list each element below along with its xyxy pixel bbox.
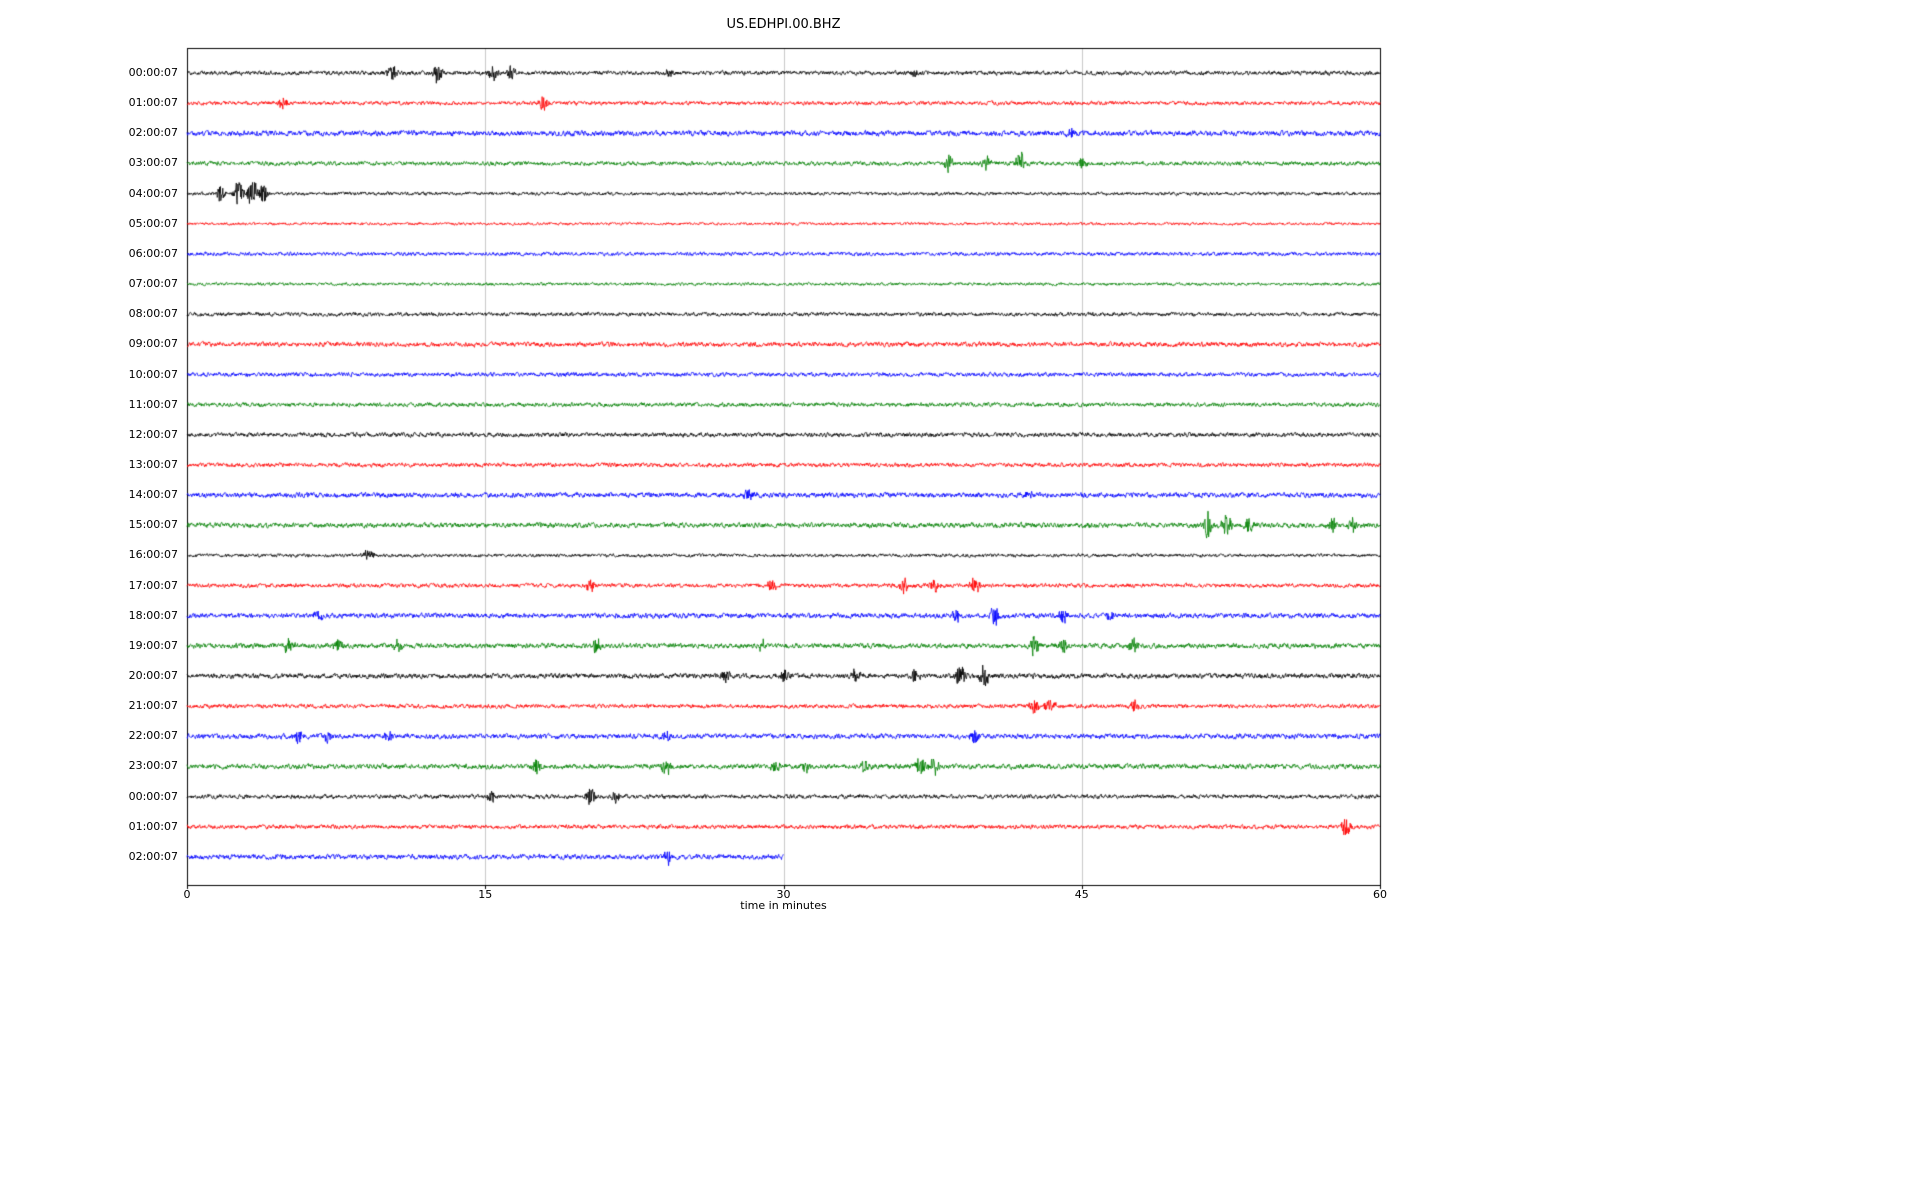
trace-time-label: 17:00:07	[128, 578, 178, 592]
x-tick-label: 45	[1074, 888, 1089, 901]
x-axis-label: time in minutes	[740, 899, 827, 912]
trace-time-label: 11:00:07	[128, 397, 178, 411]
trace-time-label: 08:00:07	[128, 307, 178, 321]
x-tick-label: 30	[776, 888, 791, 901]
trace-time-label: 23:00:07	[128, 759, 178, 773]
trace-time-label: 03:00:07	[128, 156, 178, 170]
trace-time-label: 22:00:07	[128, 729, 178, 743]
trace-time-label: 01:00:07	[128, 96, 178, 110]
x-tick-label: 15	[478, 888, 493, 901]
trace-time-label: 20:00:07	[128, 669, 178, 682]
trace-time-label: 10:00:07	[128, 367, 178, 381]
chart-title: US.EDHPI.00.BHZ	[726, 17, 841, 32]
trace-time-label: 06:00:07	[128, 246, 178, 260]
x-tick-label: 60	[1373, 888, 1387, 901]
trace-time-label: 07:00:07	[128, 277, 178, 291]
trace-time-label: 13:00:07	[128, 457, 178, 471]
trace-time-label: 19:00:07	[128, 638, 178, 652]
trace-time-label: 00:00:07	[128, 789, 178, 803]
trace-time-label: 02:00:07	[128, 126, 178, 140]
trace-time-label: 21:00:07	[128, 699, 178, 713]
trace-time-label: 16:00:07	[128, 548, 178, 562]
trace-time-label: 01:00:07	[128, 819, 178, 833]
trace-time-label: 09:00:07	[128, 337, 178, 351]
trace-time-label: 00:00:07	[128, 66, 178, 79]
trace-time-label: 12:00:07	[128, 427, 178, 441]
trace-time-label: 04:00:07	[128, 186, 178, 200]
trace-time-label: 15:00:07	[128, 518, 178, 532]
trace-time-label: 02:00:07	[128, 849, 178, 863]
trace-time-label: 05:00:07	[128, 216, 178, 230]
trace-time-label: 18:00:07	[128, 608, 178, 622]
trace-time-label: 14:00:07	[128, 488, 178, 502]
x-tick-label: 0	[183, 888, 191, 901]
